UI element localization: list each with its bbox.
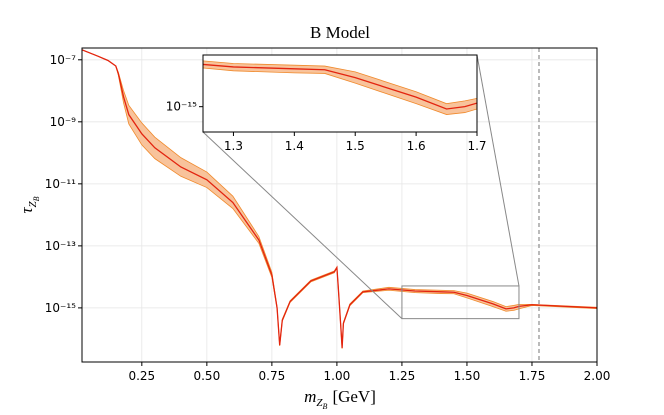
x-label-unit: [GeV] [332, 387, 375, 406]
inset-y-tick-label: 10⁻¹⁵ [166, 100, 197, 114]
band-edge [203, 67, 477, 115]
inset-x-tick-label: 1.6 [407, 139, 426, 153]
y-tick-label: 10⁻⁷ [50, 53, 77, 67]
band-edge [82, 49, 597, 349]
y-label-sub: Z [27, 200, 39, 207]
inset-x-tick-label: 1.5 [346, 139, 365, 153]
inset-x-tick-label: 1.3 [224, 139, 243, 153]
x-tick-label: 0.50 [193, 369, 220, 383]
y-tick-label: 10⁻¹¹ [45, 177, 76, 191]
zoom-region [401, 285, 520, 320]
inset-frame [202, 54, 478, 133]
y-tick-label: 10⁻¹⁵ [45, 301, 76, 315]
x-label-base: m [304, 387, 316, 406]
x-axis-label: mZB [GeV] [304, 387, 376, 411]
plot-area [203, 60, 477, 115]
chart-title: B Model [310, 23, 370, 42]
zoom-connector [476, 54, 520, 287]
band-edge [82, 49, 597, 347]
inset-x-tick-label: 1.4 [285, 139, 304, 153]
line [203, 63, 477, 110]
x-tick-label: 0.75 [259, 369, 286, 383]
y-tick-label: 10⁻⁹ [50, 115, 77, 129]
x-tick-label: 1.75 [519, 369, 546, 383]
x-tick-label: 1.00 [324, 369, 351, 383]
y-label-subsub: B [32, 196, 41, 201]
x-tick-label: 1.25 [389, 369, 416, 383]
band-edge [203, 60, 477, 105]
y-tick-label: 10⁻¹³ [45, 239, 76, 253]
line [82, 49, 597, 349]
zoom-connector [202, 131, 403, 320]
y-label-base: τ [17, 207, 36, 214]
inset-x-tick-label: 1.7 [467, 139, 486, 153]
axes-frame [81, 47, 598, 363]
x-tick-label: 0.25 [128, 369, 155, 383]
y-axis-label: τZB [17, 196, 41, 213]
x-label-sub: Z [316, 397, 323, 409]
x-label-subsub: B [323, 402, 328, 411]
plot-area [82, 49, 597, 349]
x-tick-label: 1.50 [454, 369, 481, 383]
x-tick-label: 2.00 [584, 369, 611, 383]
